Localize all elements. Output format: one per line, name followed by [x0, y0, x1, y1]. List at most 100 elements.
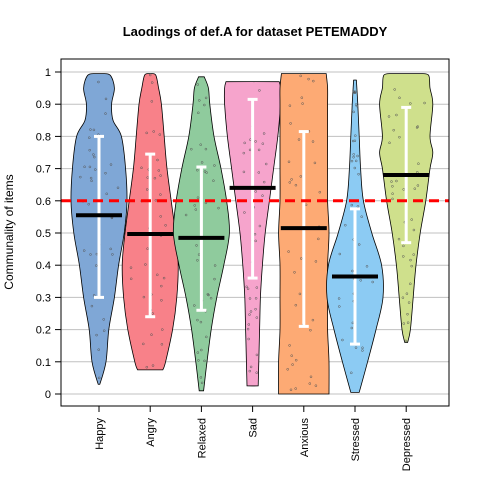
y-tick-label: 0.4: [36, 260, 51, 272]
jitter-point: [416, 125, 419, 128]
jitter-point: [423, 101, 426, 105]
jitter-point: [391, 197, 394, 201]
jitter-point: [357, 172, 360, 176]
jitter-point: [402, 322, 406, 325]
jitter-point: [391, 185, 394, 188]
jitter-point: [405, 292, 409, 295]
jitter-point: [352, 153, 355, 156]
jitter-point: [102, 329, 106, 332]
y-tick-label: 0.3: [36, 292, 51, 304]
jitter-point: [92, 153, 95, 156]
jitter-point: [371, 280, 374, 284]
jitter-point: [258, 89, 261, 92]
jitter-point: [109, 247, 112, 251]
jitter-point: [354, 134, 357, 137]
jitter-point: [412, 228, 416, 232]
jitter-point: [246, 327, 250, 331]
jitter-point: [344, 223, 347, 227]
y-tick-label: 0.1: [36, 357, 51, 369]
jitter-point: [159, 193, 162, 196]
jitter-point: [209, 296, 213, 300]
jitter-point: [195, 244, 198, 247]
jitter-point: [290, 178, 293, 181]
jitter-point: [116, 186, 120, 190]
jitter-point: [146, 247, 149, 250]
jitter-point: [90, 179, 93, 183]
jitter-point: [92, 128, 96, 132]
jitter-point: [246, 287, 250, 291]
jitter-point: [410, 264, 413, 268]
jitter-point: [190, 147, 193, 151]
jitter-point: [104, 171, 107, 175]
y-tick-label: 0.9: [36, 99, 51, 111]
jitter-point: [217, 206, 220, 210]
jitter-point: [390, 180, 393, 183]
x-tick-label-happy: Happy: [94, 418, 106, 450]
jitter-point: [391, 192, 394, 195]
jitter-point: [196, 196, 200, 199]
jitter-point: [288, 104, 292, 107]
y-tick-label: 0: [45, 389, 51, 401]
jitter-point: [196, 168, 199, 172]
jitter-point: [203, 359, 206, 363]
jitter-point: [353, 166, 357, 170]
jitter-point: [205, 171, 208, 174]
jitter-point: [144, 263, 147, 266]
jitter-point: [94, 168, 97, 171]
jitter-point: [197, 359, 200, 362]
y-tick-label: 0.8: [36, 131, 51, 143]
jitter-point: [264, 162, 268, 166]
jitter-point: [365, 265, 369, 268]
jitter-point: [142, 295, 146, 299]
jitter-point: [159, 215, 162, 218]
jitter-point: [247, 323, 251, 326]
y-tick-label: 0.2: [36, 325, 51, 337]
jitter-point: [311, 318, 315, 322]
jitter-point: [255, 371, 258, 374]
jitter-point: [79, 175, 82, 179]
x-axis: Happy Angry Relaxed Sad Anxious Stressed Depre…: [94, 406, 413, 471]
jitter-point: [140, 166, 143, 170]
jitter-point: [261, 142, 265, 145]
jitter-point: [249, 310, 253, 313]
jitter-point: [197, 111, 200, 115]
jitter-point: [249, 365, 253, 369]
jitter-point: [352, 110, 355, 114]
jitter-point: [87, 202, 90, 206]
jitter-point: [193, 204, 196, 207]
jitter-point: [243, 211, 246, 214]
jitter-point: [406, 312, 409, 316]
jitter-point: [255, 286, 259, 289]
jitter-point: [287, 250, 290, 253]
jitter-point: [145, 188, 149, 191]
jitter-point: [203, 170, 207, 173]
jitter-point: [102, 318, 105, 321]
jitter-point: [317, 237, 320, 241]
jitter-point: [314, 260, 318, 263]
jitter-point: [301, 102, 304, 105]
jitter-point: [261, 194, 264, 197]
jitter-point: [206, 293, 210, 296]
jitter-point: [88, 165, 92, 169]
jitter-point: [203, 103, 206, 107]
jitter-point: [104, 97, 108, 101]
jitter-point: [312, 79, 315, 83]
jitter-point: [245, 285, 248, 289]
jitter-point: [111, 253, 114, 256]
x-tick-label-sad: Sad: [248, 418, 260, 438]
jitter-point: [361, 346, 364, 350]
jitter-point: [160, 284, 163, 288]
jitter-point: [257, 148, 261, 152]
jitter-point: [257, 171, 261, 174]
jitter-point: [397, 237, 401, 241]
x-tick-label-anxious: Anxious: [299, 418, 311, 458]
jitter-point: [153, 176, 157, 180]
jitter-point: [413, 187, 417, 190]
jitter-point: [104, 112, 107, 115]
jitter-point: [309, 328, 312, 332]
jitter-point: [255, 316, 259, 319]
jitter-point: [89, 128, 92, 131]
jitter-point: [318, 190, 322, 194]
jitter-point: [355, 104, 359, 108]
